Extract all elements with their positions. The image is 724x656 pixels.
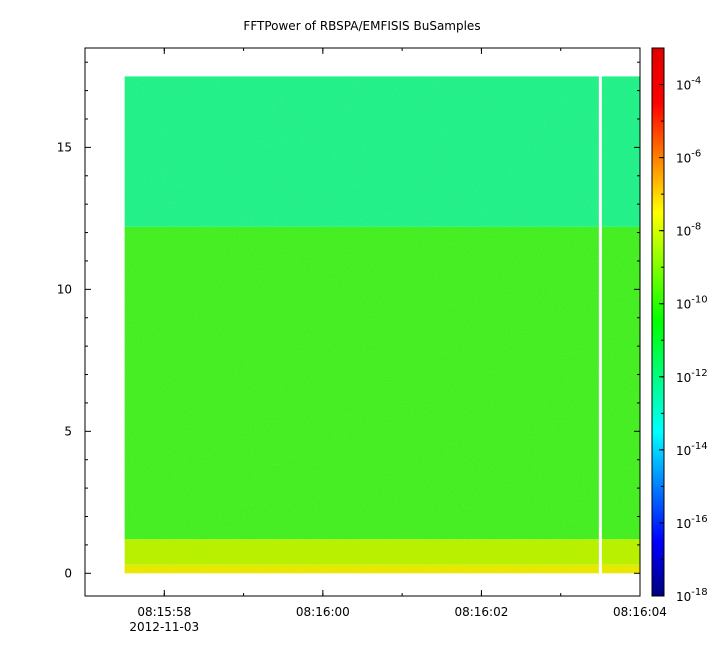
- colorbar-tick-label: 10-10: [676, 295, 708, 312]
- colorbar-gradient: [651, 47, 665, 597]
- data-gap: [598, 75, 602, 575]
- plot-frame: [84, 47, 641, 597]
- colorbar-tick-label: 10-18: [676, 587, 708, 604]
- y-tick-label: 10: [57, 282, 72, 296]
- x-tick-label: 08:16:00: [296, 605, 350, 619]
- x-tick-label: 08:15:58: [137, 605, 191, 619]
- noise-texture: [124, 76, 640, 574]
- colorbar-tick-label: 10-12: [676, 368, 708, 385]
- x-tick-sublabel: 2012-11-03: [129, 620, 199, 634]
- plot-area: [124, 75, 640, 575]
- x-tick-label: 08:16:04: [613, 605, 667, 619]
- colorbar-tick-label: 10-8: [676, 222, 701, 239]
- colorbar-tick-label: 10-14: [676, 441, 708, 458]
- chart-title: FFTPower of RBSPA/EMFISIS BuSamples: [243, 19, 480, 33]
- colorbar-tick-label: 10-16: [676, 514, 708, 531]
- x-tick-label: 08:16:02: [454, 605, 508, 619]
- y-tick-label: 15: [57, 140, 72, 154]
- colorbar: 10-4 10-6 10-8 10-10 10-12 10-14 10-16 10-18: [651, 47, 708, 604]
- y-tick-label: 0: [64, 566, 72, 580]
- y-tick-label: 5: [64, 424, 72, 438]
- colorbar-tick-label: 10-6: [676, 149, 701, 166]
- colorbar-tick-label: 10-4: [676, 76, 701, 93]
